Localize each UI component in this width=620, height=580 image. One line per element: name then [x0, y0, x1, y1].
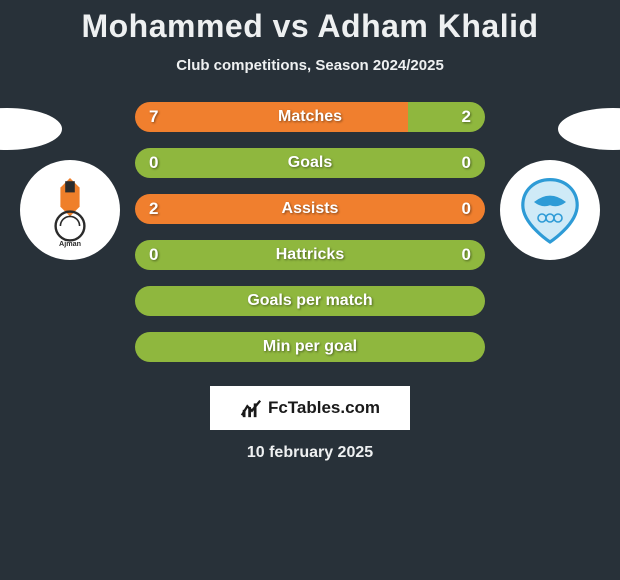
- comparison-stage: Ajman 72Matches00Goals20Assists00Hattric…: [0, 94, 620, 514]
- stat-bar-hattricks: 00Hattricks: [135, 240, 485, 270]
- left-club-badge: Ajman: [20, 160, 120, 260]
- stat-label: Min per goal: [263, 338, 357, 356]
- right-club-badge: [500, 160, 600, 260]
- svg-text:Ajman: Ajman: [59, 239, 81, 248]
- stat-bar-min-per-goal: Min per goal: [135, 332, 485, 362]
- stat-right-value: 0: [462, 199, 471, 219]
- stat-label: Goals per match: [247, 292, 372, 310]
- stat-bars: 72Matches00Goals20Assists00HattricksGoal…: [135, 102, 485, 378]
- stat-right-value: 2: [462, 107, 471, 127]
- subtitle: Club competitions, Season 2024/2025: [0, 57, 620, 74]
- stat-left-value: 0: [149, 153, 158, 173]
- stat-right-value: 0: [462, 153, 471, 173]
- ajman-crest-icon: Ajman: [30, 170, 110, 250]
- stat-left-value: 2: [149, 199, 158, 219]
- fctables-brand: FcTables.com: [210, 386, 410, 430]
- stat-bar-assists: 20Assists: [135, 194, 485, 224]
- brand-label: FcTables.com: [268, 398, 380, 418]
- chart-icon: [240, 397, 262, 419]
- stat-left-segment: 0: [135, 148, 310, 178]
- stat-left-value: 0: [149, 245, 158, 265]
- stat-bar-goals: 00Goals: [135, 148, 485, 178]
- page-title: Mohammed vs Adham Khalid: [0, 0, 620, 45]
- stat-left-value: 7: [149, 107, 158, 127]
- stat-right-segment: 0: [310, 240, 485, 270]
- stat-right-segment: 0: [310, 148, 485, 178]
- right-player-oval: [558, 108, 620, 150]
- stat-left-segment: 2: [135, 194, 485, 224]
- stat-bar-goals-per-match: Goals per match: [135, 286, 485, 316]
- stat-bar-matches: 72Matches: [135, 102, 485, 132]
- left-player-oval: [0, 108, 62, 150]
- baniyas-crest-icon: [510, 170, 590, 250]
- stat-right-segment: 2: [408, 102, 485, 132]
- comparison-date: 10 february 2025: [0, 444, 620, 462]
- stat-right-value: 0: [462, 245, 471, 265]
- stat-left-segment: 7: [135, 102, 408, 132]
- stat-left-segment: 0: [135, 240, 310, 270]
